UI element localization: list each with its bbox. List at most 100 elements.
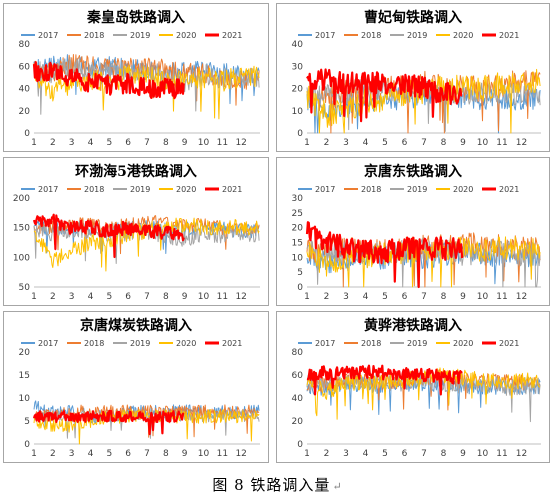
y-tick-label: 10 bbox=[19, 394, 31, 404]
legend-label-2018: 2018 bbox=[361, 339, 381, 348]
x-tick-label: 4 bbox=[88, 449, 94, 459]
legend-label-2018: 2018 bbox=[84, 339, 104, 348]
x-tick-label: 11 bbox=[217, 449, 228, 459]
x-tick-label: 2 bbox=[324, 449, 330, 459]
x-tick-label: 3 bbox=[343, 138, 349, 148]
series-line-2021 bbox=[32, 213, 185, 259]
y-tick-label: 25 bbox=[292, 209, 303, 219]
y-tick-label: 40 bbox=[292, 40, 304, 50]
legend-label-2019: 2019 bbox=[407, 185, 427, 194]
x-tick-label: 12 bbox=[516, 292, 527, 302]
legend-label-2020: 2020 bbox=[176, 31, 196, 40]
y-tick-label: 40 bbox=[292, 394, 304, 404]
chart-panel-qinhuangdao: 秦皇岛铁路调入 2017 2018 2019 2020 2021 0 20 40 60 80 1 2 3 4… bbox=[3, 3, 269, 152]
series-line-2021 bbox=[306, 364, 463, 396]
legend-label-2021: 2021 bbox=[222, 185, 242, 194]
x-tick-label: 7 bbox=[144, 449, 150, 459]
x-tick-label: 2 bbox=[50, 449, 56, 459]
x-tick-label: 7 bbox=[421, 138, 427, 148]
x-tick-label: 8 bbox=[163, 449, 169, 459]
series-line-2021 bbox=[32, 61, 185, 100]
x-tick-label: 9 bbox=[460, 138, 466, 148]
x-tick-label: 10 bbox=[198, 138, 210, 148]
chart-panel-jingtang-coal: 京唐煤炭铁路调入 2017 2018 2019 2020 2021 0 5 10 15 20 1 2 3 4… bbox=[3, 311, 269, 463]
x-tick-label: 3 bbox=[69, 292, 75, 302]
x-tick-label: 12 bbox=[235, 292, 246, 302]
x-tick-label: 5 bbox=[106, 449, 112, 459]
x-tick-label: 8 bbox=[163, 292, 169, 302]
x-tick-label: 3 bbox=[69, 449, 75, 459]
y-tick-label: 0 bbox=[297, 283, 303, 293]
legend-label-2021: 2021 bbox=[499, 339, 519, 348]
chart-title: 秦皇岛铁路调入 bbox=[86, 9, 185, 26]
legend-label-2019: 2019 bbox=[407, 31, 427, 40]
chart-panel-bohai-5-ports: 环渤海5港铁路调入 2017 2018 2019 2020 2021 50 100 150 200… bbox=[3, 157, 269, 306]
x-tick-label: 7 bbox=[421, 292, 427, 302]
y-tick-label: 60 bbox=[292, 371, 304, 381]
x-tick-label: 10 bbox=[477, 138, 489, 148]
y-tick-label: 100 bbox=[13, 253, 30, 263]
x-tick-label: 11 bbox=[496, 449, 507, 459]
figure-caption: 图 8 铁路调入量 ↵ bbox=[0, 474, 555, 495]
series-line-2020 bbox=[33, 409, 260, 445]
legend-label-2018: 2018 bbox=[84, 185, 104, 194]
x-tick-label: 11 bbox=[217, 292, 228, 302]
x-tick-label: 12 bbox=[516, 138, 527, 148]
y-tick-label: 15 bbox=[292, 239, 303, 249]
x-tick-label: 10 bbox=[198, 292, 210, 302]
legend-label-2021: 2021 bbox=[499, 185, 519, 194]
x-tick-label: 9 bbox=[182, 138, 188, 148]
chart-title: 京唐煤炭铁路调入 bbox=[80, 317, 192, 334]
x-tick-label: 5 bbox=[382, 292, 388, 302]
x-tick-label: 4 bbox=[88, 138, 94, 148]
chart-svg: 环渤海5港铁路调入 2017 2018 2019 2020 2021 50 100 150 200… bbox=[13, 163, 260, 302]
x-tick-label: 8 bbox=[441, 292, 447, 302]
x-tick-label: 9 bbox=[460, 449, 466, 459]
y-tick-label: 15 bbox=[19, 371, 30, 381]
series-line-2021 bbox=[305, 221, 464, 289]
x-tick-label: 3 bbox=[343, 292, 349, 302]
chart-title: 黄骅港铁路调入 bbox=[364, 317, 462, 334]
legend-label-2017: 2017 bbox=[315, 31, 335, 40]
y-tick-label: 60 bbox=[19, 62, 31, 72]
legend-label-2017: 2017 bbox=[38, 185, 58, 194]
x-tick-label: 7 bbox=[421, 449, 427, 459]
x-tick-label: 4 bbox=[363, 292, 369, 302]
chart-panel-caofeidian: 曹妃甸铁路调入 2017 2018 2019 2020 2021 0 10 20 30 40 1 2 3 4… bbox=[276, 3, 550, 152]
y-tick-label: 0 bbox=[297, 129, 303, 139]
x-tick-label: 11 bbox=[217, 138, 228, 148]
x-tick-label: 10 bbox=[477, 449, 489, 459]
x-tick-label: 4 bbox=[363, 138, 369, 148]
x-tick-label: 10 bbox=[198, 449, 210, 459]
y-tick-label: 0 bbox=[297, 440, 303, 450]
y-tick-label: 5 bbox=[24, 417, 30, 427]
y-tick-label: 40 bbox=[19, 85, 31, 95]
x-tick-label: 12 bbox=[235, 449, 246, 459]
x-tick-label: 1 bbox=[31, 449, 37, 459]
legend-label-2021: 2021 bbox=[499, 31, 519, 40]
x-tick-label: 6 bbox=[402, 292, 408, 302]
y-tick-label: 20 bbox=[292, 417, 304, 427]
x-tick-label: 11 bbox=[496, 138, 507, 148]
legend-label-2017: 2017 bbox=[38, 339, 58, 348]
x-tick-label: 2 bbox=[50, 292, 56, 302]
x-tick-label: 2 bbox=[324, 292, 330, 302]
legend-label-2021: 2021 bbox=[222, 31, 242, 40]
y-tick-label: 50 bbox=[19, 283, 31, 293]
y-tick-label: 20 bbox=[292, 224, 304, 234]
paragraph-mark-icon: ↵ bbox=[332, 480, 343, 493]
x-tick-label: 3 bbox=[69, 138, 75, 148]
x-tick-label: 2 bbox=[50, 138, 56, 148]
legend-label-2021: 2021 bbox=[222, 339, 242, 348]
x-tick-label: 5 bbox=[382, 449, 388, 459]
chart-panel-huanghua: 黄骅港铁路调入 2017 2018 2019 2020 2021 0 20 40 60 80 1 2 3 4… bbox=[276, 311, 550, 463]
legend-label-2020: 2020 bbox=[176, 185, 196, 194]
y-tick-label: 0 bbox=[24, 440, 30, 450]
x-tick-label: 7 bbox=[144, 292, 150, 302]
x-tick-label: 8 bbox=[441, 138, 447, 148]
